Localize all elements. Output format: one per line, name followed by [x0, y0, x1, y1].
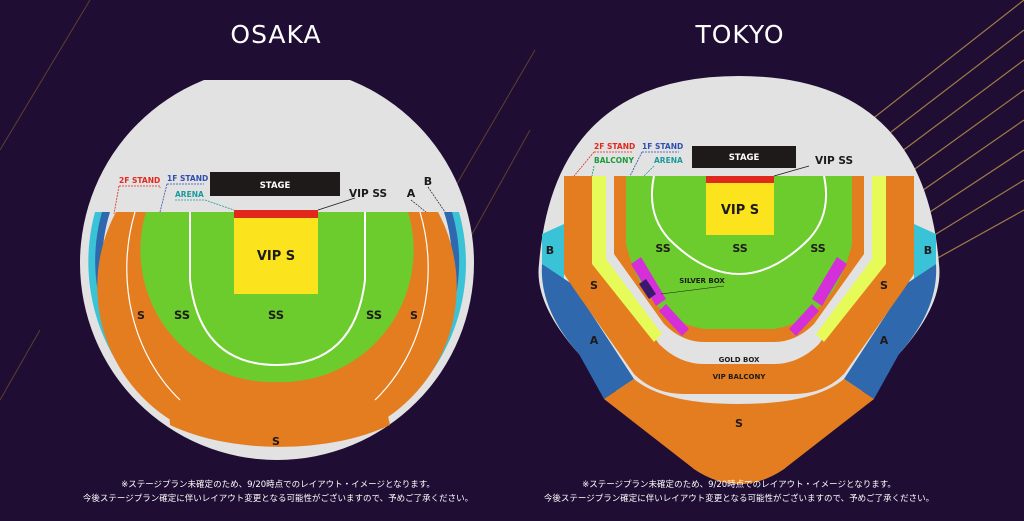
- osaka-label-a: A: [407, 187, 416, 200]
- osaka-note-line1: ※ステージプラン未確定のため、9/20時点でのレイアウト・イメージとなります。: [121, 480, 435, 490]
- tokyo-silver-box-label: SILVER BOX: [679, 277, 725, 285]
- osaka-legend-arena: ARENA: [175, 190, 204, 199]
- tokyo-legend-1f: 1F STAND: [642, 142, 683, 151]
- osaka-ss-right: SS: [366, 308, 382, 322]
- tokyo-vip-ss-block: [706, 176, 774, 183]
- tokyo-note: ※ステージプラン未確定のため、9/20時点でのレイアウト・イメージとなります。 …: [519, 478, 959, 506]
- tokyo-gold-box-right: [789, 304, 819, 336]
- osaka-legend-1f: 1F STAND: [167, 174, 208, 183]
- tokyo-s-left: S: [590, 279, 598, 292]
- tokyo-silver-box-left: [631, 257, 666, 306]
- tokyo-ss-right: SS: [810, 242, 825, 255]
- tokyo-legend-2f: 2F STAND: [594, 142, 635, 151]
- tokyo-block-a-left: [541, 264, 634, 399]
- tokyo-gold-box-left: [659, 304, 689, 336]
- osaka-note-line2: 今後ステージプラン確定に伴いレイアウト変更となる可能性がございますので、予めご了…: [82, 494, 474, 504]
- tokyo-s-right: S: [880, 279, 888, 292]
- osaka-note: ※ステージプラン未確定のため、9/20時点でのレイアウト・イメージとなります。 …: [58, 478, 498, 506]
- osaka-label-b: B: [424, 175, 432, 188]
- osaka-s-right: S: [410, 309, 418, 322]
- tokyo-note-line2: 今後ステージプラン確定に伴いレイアウト変更となる可能性がございますので、予めご了…: [543, 494, 935, 504]
- tokyo-block-b-right: [914, 224, 936, 279]
- tokyo-seat-map: STAGE VIP S VIP SS SS SS SS S S S A A B …: [538, 76, 940, 484]
- osaka-ss-left: SS: [174, 308, 190, 322]
- osaka-seat-map: STAGE VIP S VIP SS SS SS SS S S S A B 2F…: [80, 80, 474, 460]
- osaka-ss-center: SS: [268, 308, 284, 322]
- tokyo-a-left: A: [590, 334, 599, 347]
- tokyo-block-b-left: [542, 224, 564, 279]
- tokyo-block-a-right: [844, 264, 937, 399]
- tokyo-b-right: B: [924, 244, 932, 257]
- tokyo-balcony: [592, 176, 662, 342]
- tokyo-note-line1: ※ステージプラン未確定のため、9/20時点でのレイアウト・イメージとなります。: [582, 480, 896, 490]
- osaka-block-s-bottom: [168, 398, 390, 447]
- osaka-vip-ss-block: [234, 210, 318, 218]
- tokyo-legend-balcony: BALCONY: [594, 156, 634, 165]
- tokyo-ss-left: SS: [655, 242, 670, 255]
- osaka-s-bottom: S: [272, 435, 280, 448]
- osaka-vip-ss-label: VIP SS: [349, 188, 387, 200]
- tokyo-stage-label: STAGE: [729, 153, 760, 163]
- tokyo-silver-box-right: [812, 257, 847, 306]
- tokyo-b-left: B: [546, 244, 554, 257]
- tokyo-stage: [692, 146, 796, 168]
- tokyo-s-bottom: S: [735, 417, 743, 430]
- tokyo-block-s-bottom: [604, 379, 874, 484]
- osaka-legend-2f: 2F STAND: [119, 176, 160, 185]
- osaka-s-left: S: [137, 309, 145, 322]
- tokyo-vip-s-block: [706, 183, 774, 235]
- tokyo-gold-box-label: GOLD BOX: [719, 356, 760, 364]
- tokyo-title: TOKYO: [695, 20, 785, 49]
- tokyo-a-right: A: [880, 334, 889, 347]
- osaka-arena: [140, 212, 414, 383]
- osaka-title: OSAKA: [230, 20, 322, 49]
- osaka-stage-label: STAGE: [260, 181, 291, 191]
- osaka-vip-s-block: [234, 218, 318, 294]
- tokyo-vip-s-label: VIP S: [721, 203, 759, 218]
- tokyo-vip-balcony-label: VIP BALCONY: [713, 373, 767, 381]
- osaka-vip-s-label: VIP S: [257, 249, 295, 264]
- tokyo-arena: [626, 176, 852, 329]
- osaka-stage: [210, 172, 340, 196]
- tokyo-vip-ss-label: VIP SS: [815, 155, 853, 167]
- tokyo-legend-arena: ARENA: [654, 156, 683, 165]
- tokyo-ss-center: SS: [732, 242, 747, 255]
